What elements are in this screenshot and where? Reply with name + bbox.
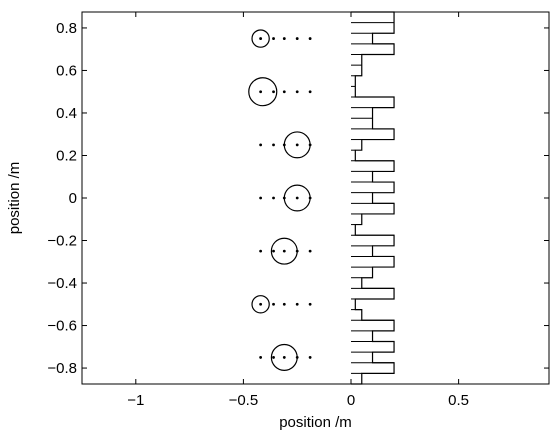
dot-0-4 bbox=[308, 37, 312, 40]
circle-3 bbox=[283, 184, 311, 212]
dot-4-1 bbox=[272, 249, 275, 253]
circle-4 bbox=[270, 237, 298, 265]
plot-marks bbox=[248, 11, 395, 385]
circle-0 bbox=[251, 29, 270, 48]
dot-5-3 bbox=[295, 302, 299, 306]
dot-2-3 bbox=[295, 143, 299, 147]
circle-1 bbox=[248, 77, 278, 107]
y-tick-label: 0.8 bbox=[56, 20, 77, 37]
dot-2-0 bbox=[259, 143, 263, 147]
circle-2 bbox=[283, 131, 311, 159]
dot-3-0 bbox=[259, 196, 263, 200]
y-axis-label: position /m bbox=[6, 162, 23, 235]
dot-6-4 bbox=[308, 356, 312, 359]
dot-6-1 bbox=[272, 356, 275, 359]
circle-5 bbox=[251, 295, 270, 314]
x-axis-label: position /m bbox=[279, 414, 352, 431]
y-tick-label: −0.2 bbox=[47, 233, 77, 250]
dot-0-2 bbox=[282, 37, 286, 40]
dot-4-0 bbox=[259, 249, 263, 253]
dot-3-3 bbox=[295, 196, 299, 200]
dot-4-4 bbox=[308, 249, 312, 253]
dot-0-0 bbox=[259, 37, 263, 40]
y-tick-label: −0.6 bbox=[47, 318, 77, 335]
dot-5-4 bbox=[308, 302, 312, 306]
plot-area-frame bbox=[81, 11, 550, 385]
dot-6-2 bbox=[282, 356, 286, 359]
dot-5-0 bbox=[259, 302, 263, 306]
y-tick-label: −0.8 bbox=[47, 360, 77, 377]
dot-4-2 bbox=[282, 249, 286, 253]
x-tick-label: −0.5 bbox=[229, 392, 259, 409]
dot-1-4 bbox=[308, 90, 312, 94]
dot-5-2 bbox=[282, 302, 286, 306]
y-tick-label: 0.6 bbox=[56, 62, 77, 79]
y-tick-label: 0.2 bbox=[56, 147, 77, 164]
axes: −1 −0.5 0 0.5 0.8 0.6 0.4 0.2 0 −0.2 −0.4 −0.6 −0.8 bbox=[47, 12, 549, 409]
dot-2-1 bbox=[272, 143, 275, 147]
dot-0-1 bbox=[272, 37, 275, 40]
y-tick-label: 0 bbox=[69, 190, 77, 207]
dot-1-2 bbox=[282, 90, 286, 94]
dot-3-1 bbox=[272, 196, 275, 200]
y-tick-label: 0.4 bbox=[56, 105, 77, 122]
y-tick-label: −0.4 bbox=[47, 275, 77, 292]
dot-0-3 bbox=[295, 37, 299, 40]
profile-outline bbox=[351, 11, 395, 385]
dot-6-0 bbox=[259, 356, 263, 359]
x-tick-label: 0 bbox=[347, 392, 355, 409]
dot-1-1 bbox=[272, 90, 275, 94]
x-tick-label: −1 bbox=[127, 392, 144, 409]
dot-1-3 bbox=[295, 90, 299, 94]
x-tick-label: 0.5 bbox=[448, 392, 469, 409]
dot-1-0 bbox=[259, 90, 263, 94]
circle-6 bbox=[270, 343, 298, 371]
dot-5-1 bbox=[272, 302, 275, 306]
